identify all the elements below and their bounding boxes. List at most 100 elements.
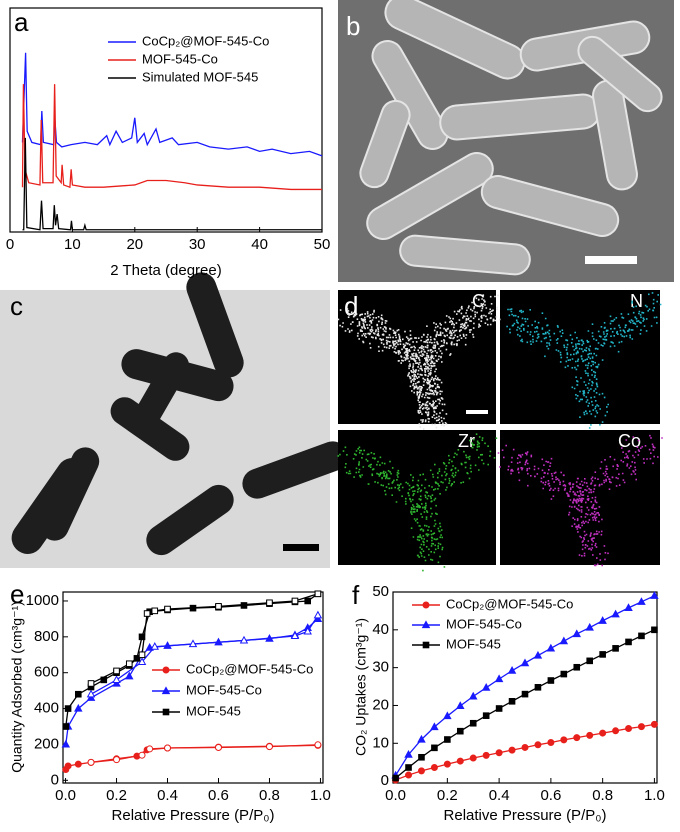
marker <box>417 734 426 743</box>
marker <box>215 603 222 610</box>
legend-marker <box>422 641 430 649</box>
plot-frame <box>392 591 658 784</box>
y-tick-label: 20 <box>372 696 389 713</box>
marker <box>64 705 72 712</box>
marker <box>291 597 299 605</box>
x-tick-label: 50 <box>314 236 331 253</box>
x-tick-label: 10 <box>64 236 81 253</box>
marker <box>559 636 569 645</box>
marker <box>534 741 542 749</box>
marker <box>546 643 556 652</box>
y-axis-label: Quantity Adsorbed (cm³g⁻¹) <box>9 601 25 773</box>
y-tick-label: 400 <box>34 700 59 717</box>
marker <box>430 763 438 771</box>
plot-frame <box>9 7 323 233</box>
marker <box>469 719 477 727</box>
marker <box>265 743 273 751</box>
y-tick-label: 600 <box>34 664 59 681</box>
data-line <box>90 744 318 764</box>
marker <box>133 655 141 662</box>
marker <box>405 764 412 771</box>
x-tick-label: 0.2 <box>437 787 458 804</box>
y-axis-label: CO₂ Uptakes (cm³g⁻¹) <box>353 618 369 756</box>
element-dots <box>506 292 662 429</box>
marker <box>612 727 620 735</box>
marker <box>560 736 568 744</box>
y-tick-label: 800 <box>34 628 59 645</box>
marker <box>638 632 645 640</box>
marker <box>418 753 425 761</box>
marker <box>456 701 465 709</box>
x-axis-label: Relative Pressure (P/P₀) <box>444 807 607 824</box>
marker <box>112 675 121 683</box>
marker <box>508 698 516 705</box>
y-tick-label: 10 <box>372 734 389 751</box>
marker <box>482 712 490 719</box>
panel-label: e <box>10 579 24 609</box>
data-line <box>65 618 319 745</box>
marker <box>444 736 451 743</box>
y-tick-label: 1000 <box>26 592 59 609</box>
marker <box>560 670 568 678</box>
data-line <box>395 629 655 779</box>
panel-label: a <box>14 7 29 37</box>
marker <box>314 741 322 749</box>
marker <box>456 727 464 735</box>
x-tick-label: 30 <box>189 236 206 253</box>
marker <box>74 760 82 768</box>
marker <box>163 641 172 649</box>
legend-label: MOF-545 <box>186 703 241 718</box>
marker <box>586 657 594 665</box>
marker <box>266 599 273 607</box>
marker <box>290 631 300 640</box>
marker <box>598 616 607 624</box>
plot: 0.0 0.2 0.4 0.6 0.8 1.0 0 10 20 30 40 50 Relative Pr… <box>352 580 665 824</box>
marker <box>481 683 491 691</box>
legend-marker <box>162 708 170 716</box>
legend-label: MOF-545-Co <box>186 682 262 697</box>
marker <box>521 743 529 751</box>
panel-label: b <box>346 11 360 41</box>
marker <box>304 597 312 605</box>
data-line <box>65 744 318 770</box>
legend-marker <box>161 686 171 695</box>
marker <box>265 633 274 642</box>
tem-image: c <box>0 272 348 568</box>
legend-marker <box>421 620 431 629</box>
element-dots <box>497 434 663 567</box>
marker <box>586 731 594 739</box>
marker <box>533 650 543 659</box>
map-label: N <box>630 291 643 311</box>
marker <box>443 760 451 768</box>
marker <box>495 705 503 712</box>
marker <box>482 751 490 759</box>
legend-label: CoCp₂@MOF-545-Co <box>186 661 313 676</box>
panel-label: d <box>344 291 358 321</box>
marker <box>138 751 146 759</box>
marker <box>86 689 96 698</box>
marker <box>239 635 249 644</box>
marker <box>61 739 71 748</box>
legend-label: CoCp₂@MOF-545-Co <box>446 596 573 611</box>
marker <box>468 691 478 700</box>
marker <box>599 729 607 737</box>
marker <box>64 762 72 770</box>
marker <box>417 767 425 775</box>
marker <box>495 749 503 757</box>
marker <box>494 674 504 683</box>
x-tick-label: 0 <box>6 236 14 253</box>
marker <box>624 603 633 611</box>
x-tick-label: 0.8 <box>259 787 280 804</box>
marker <box>612 645 619 652</box>
marker <box>392 774 399 782</box>
x-tick-label: 0.4 <box>157 787 178 804</box>
marker <box>314 590 322 598</box>
marker <box>189 604 197 612</box>
marker <box>113 667 120 675</box>
data-line <box>22 137 322 231</box>
marker <box>520 658 530 667</box>
marker <box>547 677 555 684</box>
element-dots <box>337 294 501 430</box>
marker <box>125 660 133 668</box>
